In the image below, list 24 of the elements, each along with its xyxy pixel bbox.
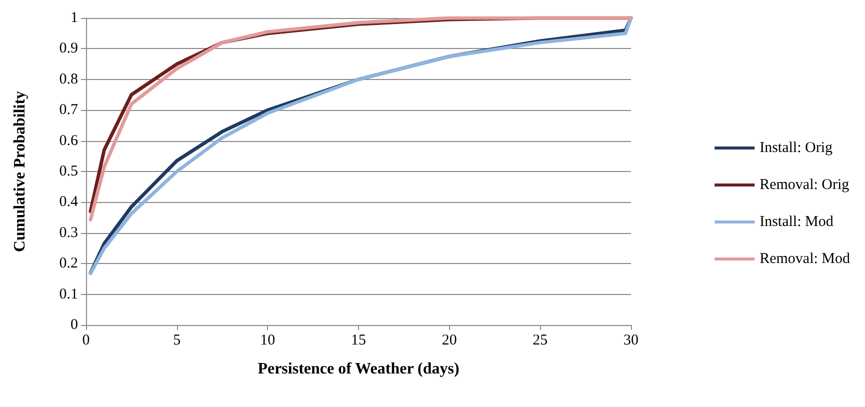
y-tick-label: 0.9: [59, 40, 78, 57]
y-tick-label: 0.1: [59, 286, 78, 302]
y-tick-label: 0: [70, 317, 78, 333]
x-tick-label: 20: [442, 332, 457, 348]
y-tick-label: 0.4: [59, 194, 78, 210]
x-axis-title: Persistence of Weather (days): [258, 360, 460, 378]
y-tick-label: 0.5: [59, 164, 78, 180]
y-tick-label: 0.3: [59, 224, 78, 241]
x-tick-label: 25: [532, 332, 548, 348]
x-tick-label: 5: [173, 332, 181, 348]
y-tick-label: 0.7: [59, 102, 78, 118]
y-tick-label: 1: [70, 10, 78, 26]
y-axis-title: Cumulative Probability: [12, 90, 28, 252]
y-tick-label: 0.6: [59, 132, 78, 149]
legend-label: Removal: Mod: [760, 251, 850, 267]
x-tick-label: 10: [260, 332, 276, 348]
y-tick-label: 0.2: [59, 256, 78, 272]
legend-label: Install: Mod: [760, 214, 834, 230]
x-tick-label: 30: [624, 332, 638, 348]
legend-label: Install: Orig: [760, 140, 833, 156]
legend-label: Removal: Orig: [760, 177, 850, 193]
x-tick-label: 0: [82, 332, 90, 348]
y-tick-label: 0.8: [59, 71, 78, 88]
x-tick-label: 15: [351, 332, 366, 348]
